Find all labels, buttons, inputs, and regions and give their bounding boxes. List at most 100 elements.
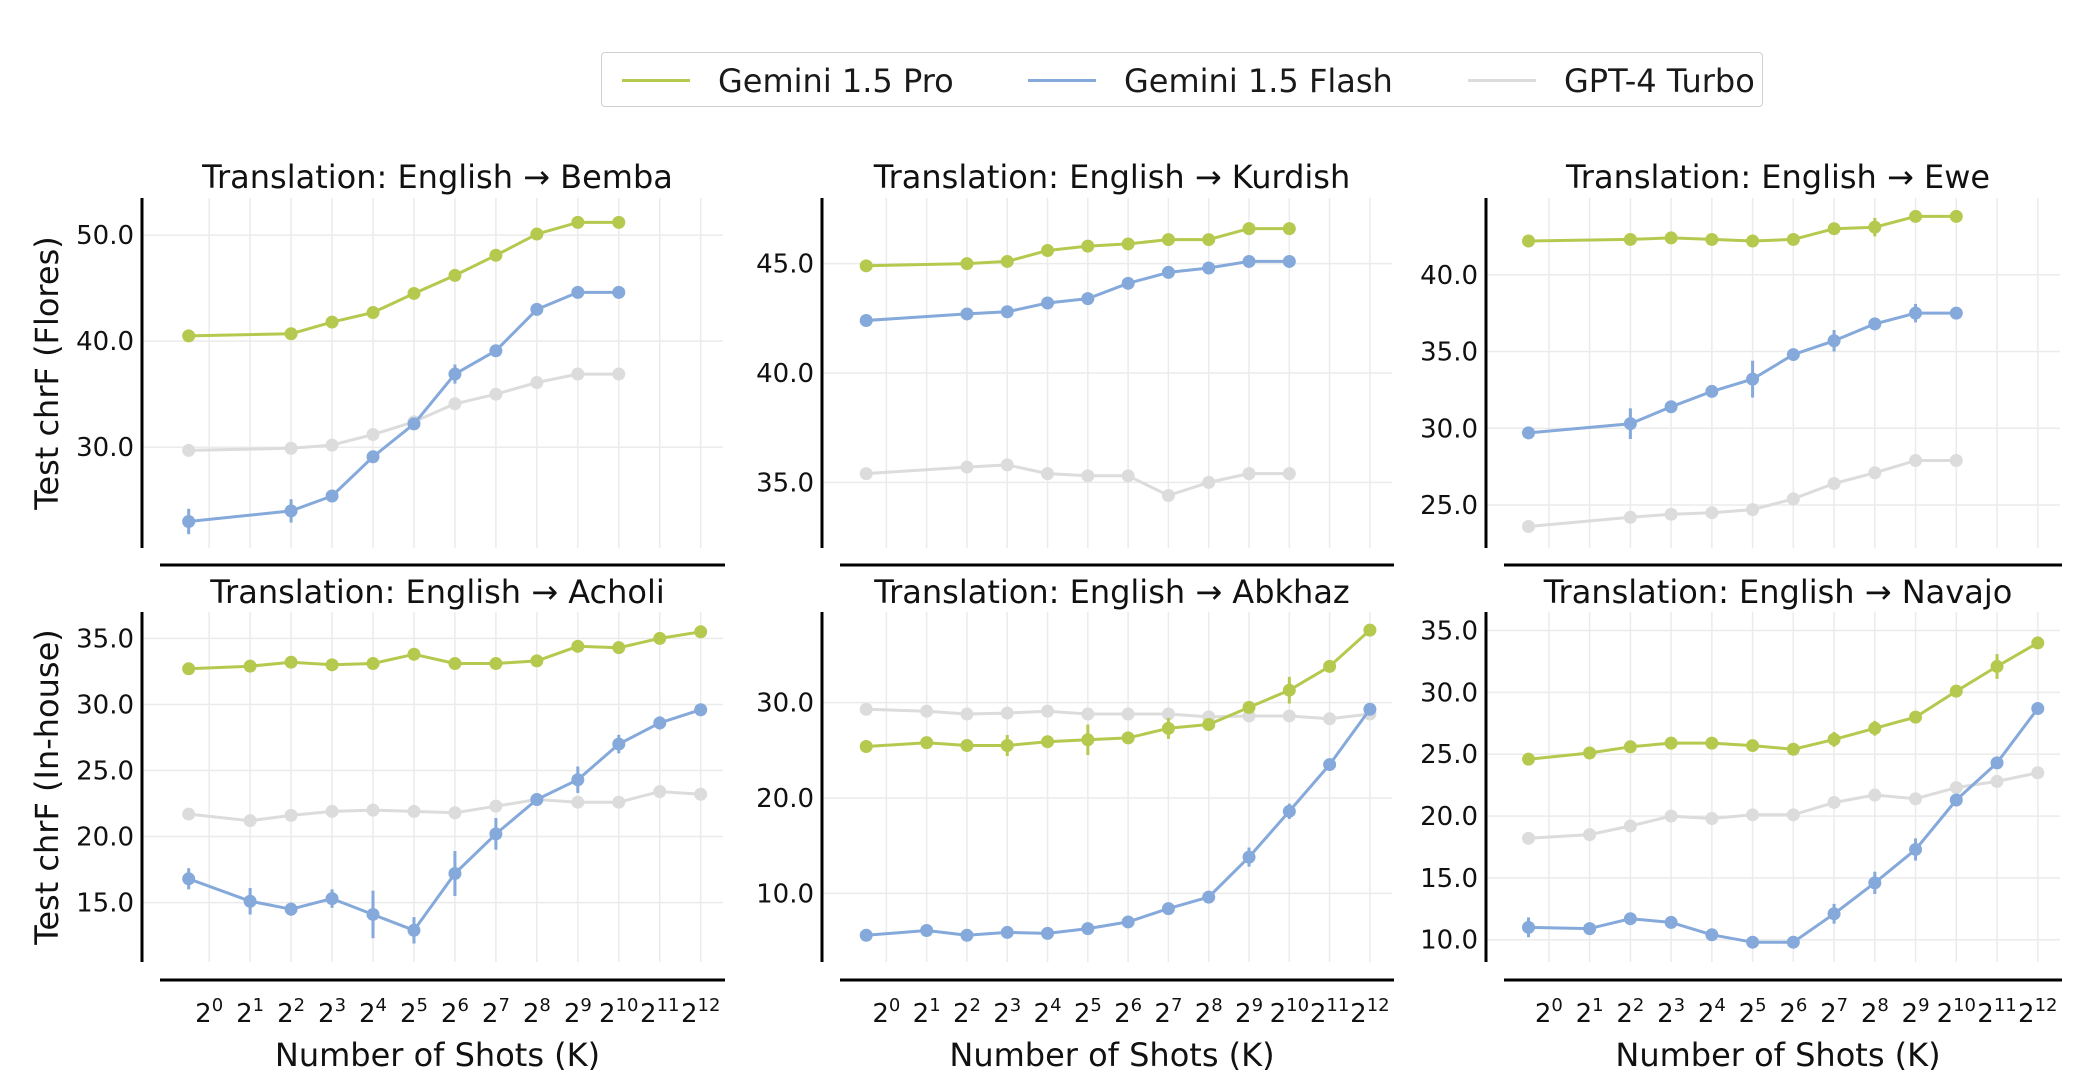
x-tick-label: 210 <box>1937 995 1976 1029</box>
data-point-gemini-1-5-pro <box>612 641 626 655</box>
data-point-gemini-1-5-pro <box>1121 237 1135 251</box>
data-point-gemini-1-5-flash <box>530 302 544 316</box>
x-tick-label: 20 <box>1535 995 1563 1029</box>
x-tick-label: 25 <box>1074 995 1102 1029</box>
x-tick-label: 29 <box>1235 995 1263 1029</box>
data-point-gemini-1-5-pro <box>1746 739 1760 753</box>
data-point-gpt-4-turbo <box>1909 792 1923 806</box>
data-point-gemini-1-5-pro <box>1242 700 1256 714</box>
data-point-gpt-4-turbo <box>571 795 585 809</box>
series-line-gemini-1-5-flash <box>866 259 1290 322</box>
data-point-gemini-1-5-pro <box>1623 740 1637 754</box>
x-tick-label: 27 <box>1820 995 1848 1029</box>
y-tick-label: 45.0 <box>756 250 814 280</box>
data-point-gpt-4-turbo <box>653 785 667 799</box>
chart-title: Translation: English → Kurdish <box>873 158 1350 196</box>
legend-label-gemini-flash: Gemini 1.5 Flash <box>1124 61 1393 100</box>
data-point-gemini-1-5-pro <box>1121 731 1135 745</box>
data-point-gemini-1-5-pro <box>1081 733 1095 747</box>
legend-swatch-gpt4-turbo <box>1468 79 1536 82</box>
y-tick-label: 20.0 <box>76 823 134 853</box>
data-point-gemini-1-5-pro <box>1909 710 1923 724</box>
x-tick-label: 28 <box>1195 995 1223 1029</box>
data-point-gpt-4-turbo <box>1786 492 1800 506</box>
data-point-gpt-4-turbo <box>1990 774 2004 788</box>
x-tick-label: 29 <box>564 995 592 1029</box>
data-point-gpt-4-turbo <box>1623 819 1637 833</box>
data-point-gemini-1-5-flash <box>1827 907 1841 921</box>
data-point-gemini-1-5-flash <box>1786 935 1800 949</box>
data-point-gemini-1-5-flash <box>243 894 257 908</box>
data-point-gemini-1-5-pro <box>530 654 544 668</box>
legend-swatch-gemini-pro <box>622 79 690 82</box>
data-point-gemini-1-5-flash <box>325 489 339 503</box>
y-tick-label: 40.0 <box>756 359 814 389</box>
y-tick-label: 20.0 <box>1420 802 1478 832</box>
series-line-gemini-1-5-flash <box>1528 311 1957 435</box>
data-point-gemini-1-5-flash <box>1949 306 1963 320</box>
series-line-gemini-1-5-pro <box>1528 641 2039 761</box>
data-point-gemini-1-5-flash <box>1161 902 1175 916</box>
y-tick-label: 40.0 <box>76 327 134 357</box>
data-point-gemini-1-5-pro <box>1623 232 1637 246</box>
data-point-gemini-1-5-pro <box>284 655 298 669</box>
data-point-gemini-1-5-pro <box>1827 732 1841 746</box>
data-point-gemini-1-5-pro <box>1242 222 1256 236</box>
data-point-gemini-1-5-pro <box>960 739 974 753</box>
data-point-gemini-1-5-flash <box>1323 758 1337 772</box>
x-tick-label: 212 <box>1350 995 1389 1029</box>
data-point-gpt-4-turbo <box>1202 475 1216 489</box>
data-point-gemini-1-5-pro <box>530 227 544 241</box>
x-tick-label: 26 <box>1114 995 1142 1029</box>
data-point-gpt-4-turbo <box>407 804 421 818</box>
x-tick-label: 23 <box>1657 995 1685 1029</box>
data-point-gpt-4-turbo <box>448 397 462 411</box>
data-point-gemini-1-5-flash <box>489 827 503 841</box>
data-point-gpt-4-turbo <box>612 367 626 381</box>
data-point-gemini-1-5-pro <box>920 736 934 750</box>
y-tick-label: 30.0 <box>756 689 814 719</box>
data-point-gemini-1-5-pro <box>694 625 708 639</box>
x-axis-label: Number of Shots (K) <box>275 1036 600 1074</box>
x-tick-label: 24 <box>359 995 387 1029</box>
data-point-gemini-1-5-flash <box>489 344 503 358</box>
x-tick-label: 211 <box>1310 995 1349 1029</box>
data-point-gpt-4-turbo <box>1746 808 1760 822</box>
y-tick-label: 30.0 <box>76 433 134 463</box>
data-point-gpt-4-turbo <box>694 787 708 801</box>
data-point-gpt-4-turbo <box>1786 808 1800 822</box>
data-point-gpt-4-turbo <box>1909 454 1923 467</box>
data-point-gpt-4-turbo <box>1868 788 1882 802</box>
data-point-gemini-1-5-flash <box>448 867 462 881</box>
x-tick-label: 210 <box>599 995 638 1029</box>
data-point-gpt-4-turbo <box>325 438 339 452</box>
data-point-gemini-1-5-flash <box>182 872 196 886</box>
x-tick-label: 211 <box>640 995 679 1029</box>
x-tick-label: 22 <box>277 995 305 1029</box>
data-point-gpt-4-turbo <box>1705 812 1719 826</box>
data-point-gpt-4-turbo <box>284 808 298 822</box>
data-point-gemini-1-5-flash <box>1202 261 1216 275</box>
data-point-gemini-1-5-pro <box>407 286 421 300</box>
y-tick-label: 10.0 <box>756 879 814 909</box>
chart-panel-5: 10.0 20.0 30.0 Translation: English → Abkha… <box>756 573 1394 1074</box>
data-point-gpt-4-turbo <box>1161 707 1175 721</box>
data-point-gemini-1-5-flash <box>1121 915 1135 929</box>
x-tick-label: 212 <box>681 995 720 1029</box>
data-point-gemini-1-5-flash <box>284 902 298 916</box>
data-point-gemini-1-5-pro <box>1282 222 1296 236</box>
data-point-gemini-1-5-flash <box>1242 850 1256 864</box>
data-point-gemini-1-5-flash <box>1786 348 1800 362</box>
data-point-gemini-1-5-flash <box>1623 912 1637 926</box>
legend-item-gemini-pro: Gemini 1.5 Pro <box>622 53 954 108</box>
data-point-gpt-4-turbo <box>448 806 462 820</box>
chart-title: Translation: English → Abkhaz <box>873 573 1349 611</box>
data-point-gemini-1-5-flash <box>1081 922 1095 936</box>
x-tick-label: 20 <box>195 995 223 1029</box>
data-point-gpt-4-turbo <box>1323 712 1337 726</box>
data-point-gpt-4-turbo <box>530 376 544 390</box>
data-point-gemini-1-5-pro <box>182 662 196 676</box>
x-tick-label: 23 <box>318 995 346 1029</box>
data-point-gemini-1-5-flash <box>1705 928 1719 942</box>
x-tick-label: 27 <box>482 995 510 1029</box>
